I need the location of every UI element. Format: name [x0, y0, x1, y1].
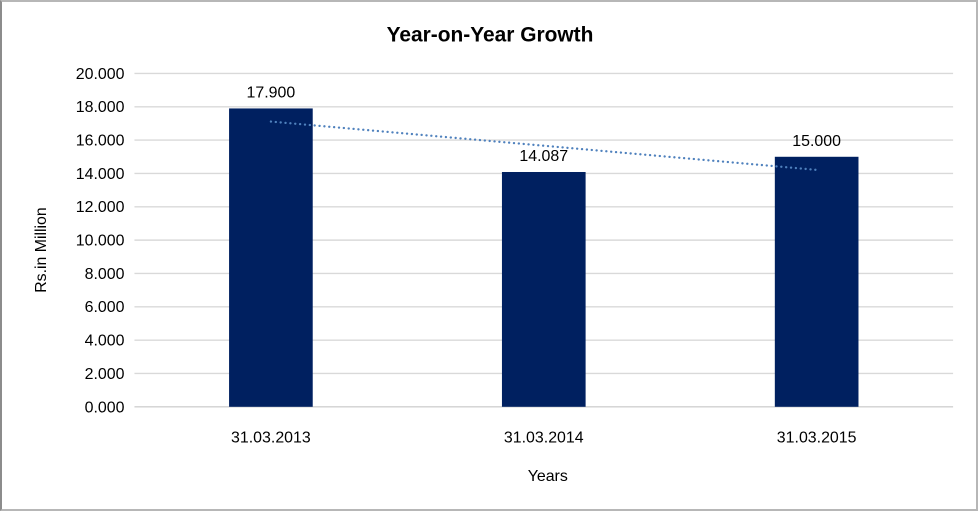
y-tick-label: 6.000	[85, 299, 125, 316]
y-tick-label: 10.000	[76, 233, 125, 250]
x-axis-title: Years	[528, 468, 568, 485]
y-tick-label: 0.000	[85, 399, 125, 416]
y-tick-label: 2.000	[85, 366, 125, 383]
y-tick-label: 8.000	[85, 266, 125, 283]
y-tick-label: 4.000	[85, 333, 125, 350]
bar-value-label: 14.087	[519, 148, 568, 165]
trendline-group	[269, 120, 818, 172]
bar	[774, 156, 859, 407]
chart-title: Year-on-Year Growth	[387, 24, 594, 47]
x-tick-label: 31.03.2015	[777, 430, 857, 447]
x-axis-tick-labels: 31.03.2013 31.03.2014 31.03.2015	[231, 430, 857, 447]
trendline	[269, 120, 818, 172]
y-tick-label: 14.000	[76, 166, 125, 183]
y-tick-label: 12.000	[76, 199, 125, 216]
bar-value-label: 17.900	[247, 85, 296, 102]
bars-group	[229, 108, 859, 407]
x-tick-label: 31.03.2013	[231, 430, 311, 447]
bar-value-labels: 17.900 14.087 15.000	[247, 85, 842, 166]
y-tick-label: 18.000	[76, 99, 125, 116]
y-tick-label: 16.000	[76, 133, 125, 150]
bar	[501, 171, 586, 407]
y-axis-title: Rs.in Million	[33, 207, 50, 292]
bar-value-label: 15.000	[792, 133, 841, 150]
bar	[229, 108, 313, 407]
y-axis-tick-labels: 0.000 2.000 4.000 6.000 8.000 10.000 12.000 14.…	[76, 66, 125, 416]
x-tick-label: 31.03.2014	[504, 430, 584, 447]
y-tick-label: 20.000	[76, 66, 125, 83]
